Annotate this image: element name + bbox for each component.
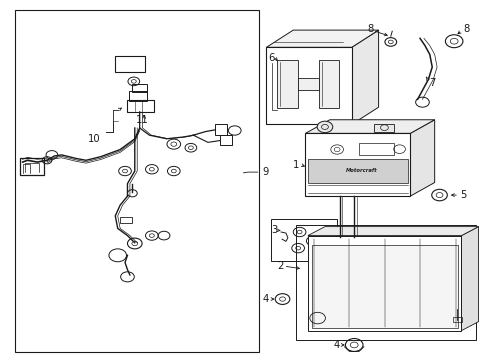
Circle shape	[317, 121, 332, 133]
Bar	[295, 225, 475, 339]
Bar	[115, 56, 144, 72]
Bar	[452, 318, 462, 321]
Bar	[129, 91, 147, 101]
Text: 3: 3	[270, 225, 277, 235]
Bar	[307, 235, 461, 330]
Text: 11: 11	[136, 115, 149, 125]
Bar	[120, 217, 132, 223]
Bar	[266, 47, 351, 125]
Bar	[132, 84, 147, 92]
Polygon shape	[351, 30, 378, 125]
Text: 8: 8	[367, 24, 373, 34]
Bar	[15, 10, 259, 352]
Text: 1: 1	[293, 159, 299, 170]
Polygon shape	[307, 226, 478, 235]
Bar	[358, 143, 393, 155]
Bar	[20, 158, 43, 175]
Polygon shape	[305, 120, 434, 134]
Bar	[271, 220, 336, 261]
Bar	[373, 124, 393, 132]
Text: 4: 4	[332, 340, 339, 350]
Text: 4: 4	[263, 294, 269, 304]
Bar	[220, 135, 232, 145]
Text: 7: 7	[428, 78, 434, 88]
Bar	[215, 125, 227, 135]
Text: Motorcraft: Motorcraft	[345, 168, 377, 173]
Polygon shape	[461, 226, 478, 330]
Text: 9: 9	[262, 167, 268, 177]
Bar	[311, 245, 457, 328]
Text: 6: 6	[267, 53, 274, 63]
Polygon shape	[266, 30, 378, 47]
Bar	[127, 100, 154, 112]
Bar	[307, 159, 407, 183]
Polygon shape	[409, 120, 434, 196]
Bar	[297, 78, 318, 90]
Text: 5: 5	[459, 190, 466, 200]
Text: 10: 10	[87, 135, 100, 144]
Bar	[318, 60, 338, 108]
Bar	[277, 60, 297, 108]
Text: 2: 2	[277, 261, 283, 271]
Bar	[305, 134, 409, 196]
Text: 8: 8	[462, 24, 468, 34]
